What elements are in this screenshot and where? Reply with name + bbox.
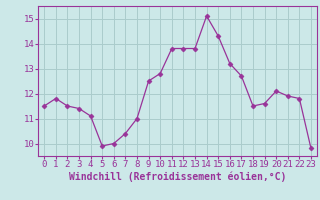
X-axis label: Windchill (Refroidissement éolien,°C): Windchill (Refroidissement éolien,°C)	[69, 172, 286, 182]
